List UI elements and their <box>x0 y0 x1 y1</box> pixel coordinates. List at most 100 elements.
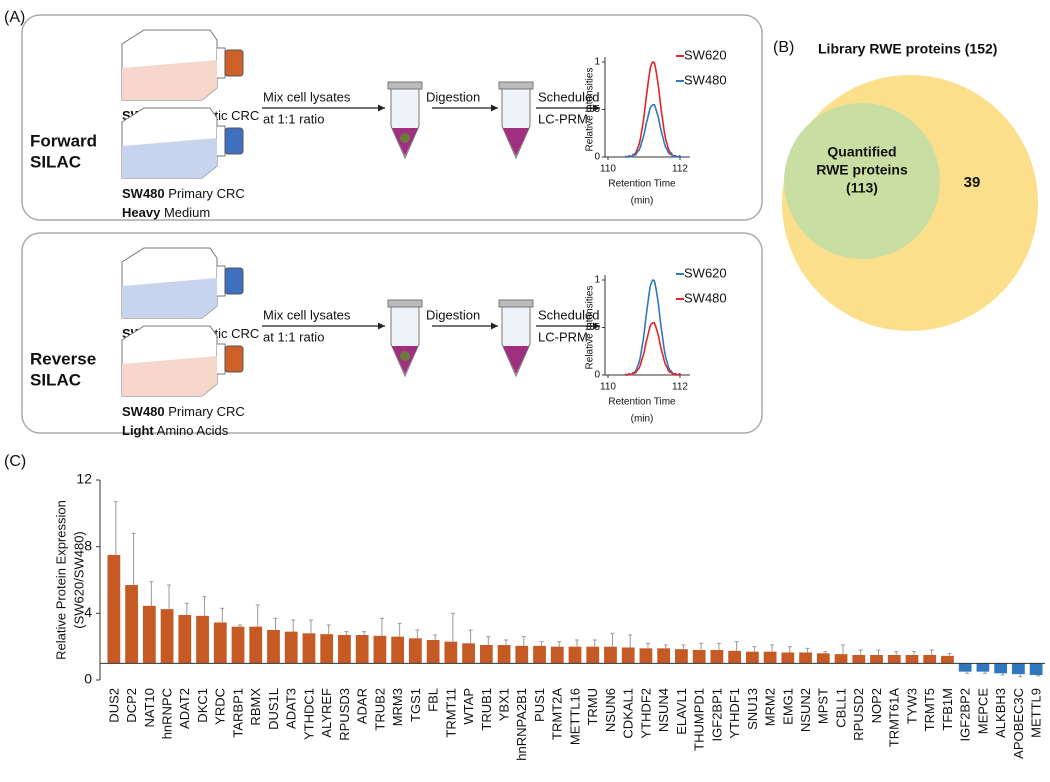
tube-pellet <box>400 133 410 143</box>
y-axis-label: Relative Intensities <box>585 286 596 370</box>
y-tick-label: 0.5 <box>586 104 600 115</box>
x-tick-label: FBL <box>426 688 441 712</box>
panel-box <box>21 232 763 434</box>
bar <box>923 655 937 664</box>
flask-medium <box>122 278 217 318</box>
bar <box>373 635 387 664</box>
y-tick-label: 0 <box>594 152 600 163</box>
step-label: LC-PRM <box>538 329 588 344</box>
bar <box>408 638 422 664</box>
arrow-head <box>593 104 600 112</box>
step-label: at 1:1 ratio <box>263 111 324 126</box>
panel-label: (C) <box>4 453 26 470</box>
bar <box>320 634 334 664</box>
bar <box>497 645 511 664</box>
tube-cap <box>387 299 423 308</box>
x-axis-label: Retention Time <box>608 397 676 408</box>
bar <box>444 641 458 664</box>
bar <box>213 622 227 664</box>
bar <box>302 633 316 664</box>
x-tick-label: hnRNPA2B1 <box>514 688 529 761</box>
x-tick-label: EMG1 <box>780 688 795 725</box>
y-tick-label: 0.5 <box>586 322 600 333</box>
bar <box>568 646 582 664</box>
x-tick-label: CDKAL1 <box>621 688 636 739</box>
bar <box>745 651 759 664</box>
arrow-head <box>378 322 385 330</box>
bar <box>887 655 901 664</box>
bar <box>160 609 174 664</box>
tube-liquid <box>503 128 529 156</box>
x-tick-label: TRUB1 <box>479 688 494 731</box>
cell-line: SW480 Primary CRC <box>122 404 245 419</box>
bar <box>178 615 192 664</box>
legend-label: SW620 <box>684 47 727 62</box>
x-tick-label: 112 <box>672 382 688 393</box>
x-tick-label: YRDC <box>213 688 228 725</box>
silac-title: Forward <box>30 131 97 150</box>
bar <box>533 645 546 664</box>
bar <box>763 651 777 664</box>
tube-cap <box>498 81 534 90</box>
medium-part: Heavy <box>122 205 161 220</box>
legend-label: SW620 <box>684 265 727 280</box>
medium-part: Light <box>122 423 154 438</box>
bar <box>710 650 724 664</box>
x-tick-label: METTL9 <box>1029 688 1044 738</box>
arrow-head <box>491 322 498 330</box>
x-axis-label: (min) <box>631 196 654 207</box>
x-tick-label: TRUB2 <box>372 688 387 731</box>
panel-box <box>21 14 763 221</box>
flask-cap <box>224 267 244 295</box>
tube-cap <box>498 299 534 308</box>
bar <box>799 652 812 664</box>
bar <box>1012 663 1025 675</box>
x-axis-label: Retention Time <box>608 179 676 190</box>
x-tick-label: MEPCE <box>975 688 990 735</box>
x-tick-label: ELAVL1 <box>674 688 689 735</box>
venn-outer-label: 39 <box>964 174 981 191</box>
tube-liquid <box>503 346 529 374</box>
x-tick-label: NSUN6 <box>603 688 618 732</box>
bar <box>604 646 617 664</box>
bar <box>834 654 848 664</box>
venn-inner-label: (113) <box>846 180 878 196</box>
cell-line-part: Primary CRC <box>168 186 245 201</box>
flask-cap <box>224 127 244 155</box>
panel-label: (A) <box>4 9 25 26</box>
x-tick-label: YBX1 <box>496 688 511 721</box>
x-tick-label: TRMT11 <box>443 688 458 738</box>
bar <box>284 631 298 664</box>
arrow-head <box>378 104 385 112</box>
arrow-head <box>593 322 600 330</box>
tube-pellet <box>400 351 410 361</box>
x-tick-label: ADAT3 <box>284 688 299 729</box>
step-label: Mix cell lysates <box>263 307 351 322</box>
x-tick-label: RBMX <box>248 688 263 726</box>
bar <box>125 585 138 664</box>
bar <box>479 645 493 664</box>
x-tick-label: YTHDF2 <box>638 688 653 739</box>
bar <box>355 635 369 664</box>
trace <box>624 322 682 376</box>
x-tick-label: RPUSD2 <box>851 688 866 741</box>
flask-neck <box>217 265 226 297</box>
bar <box>426 640 440 664</box>
bar <box>852 655 866 664</box>
bar <box>639 648 653 664</box>
flask-cap <box>224 345 244 373</box>
x-tick-label: TRMT2A <box>550 688 565 740</box>
trace <box>624 60 682 158</box>
x-tick-label: DCP2 <box>124 688 139 723</box>
x-tick-label: IGF2BP1 <box>709 688 724 741</box>
x-tick-label: ALKBH3 <box>993 688 1008 738</box>
silac-title: SILAC <box>30 370 81 389</box>
x-tick-label: NOP2 <box>869 688 884 723</box>
tube-cap <box>387 81 423 90</box>
bar <box>515 645 529 664</box>
x-tick-label: PUS1 <box>532 688 547 722</box>
flask-medium <box>122 60 217 100</box>
y-tick-label: 12 <box>76 471 92 487</box>
x-tick-label: 110 <box>600 382 616 393</box>
x-tick-label: TRMT5 <box>922 688 937 731</box>
